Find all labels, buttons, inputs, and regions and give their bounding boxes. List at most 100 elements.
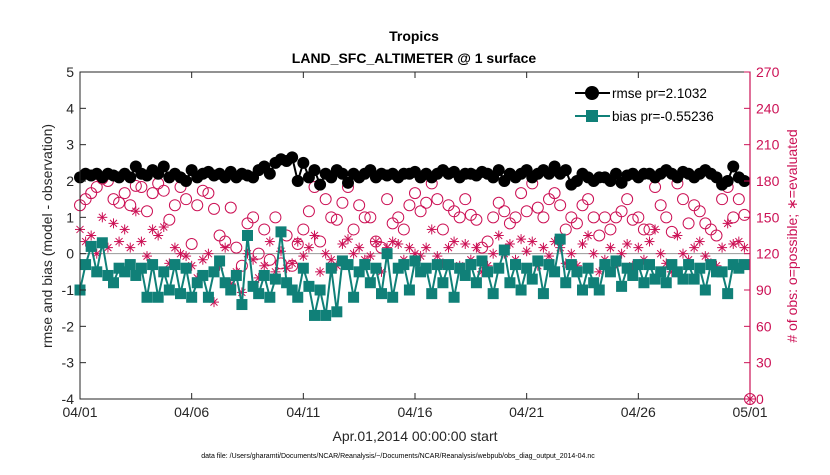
x-axis-ticks: 04/01 04/06 04/11 04/16 04/21 04/26 05/01 — [62, 72, 768, 420]
evaluated-obs-stroke — [740, 243, 749, 252]
possible-obs-point — [146, 187, 159, 200]
y-left-tick-label: -4 — [62, 391, 75, 407]
bias-point — [124, 259, 136, 271]
y-left-tick-label: -2 — [62, 318, 75, 334]
y-right-axis-ticks: 0 30 60 90 120 150 180 210 240 270 — [744, 64, 780, 407]
possible-obs-point — [196, 184, 209, 197]
possible-obs-point — [247, 211, 260, 224]
bias-point — [353, 266, 365, 278]
y-left-axis-label: rmse and bias (model - observation) — [39, 124, 55, 348]
rmse-point — [727, 160, 740, 173]
bias-point — [526, 273, 538, 285]
evaluated-obs-stroke — [344, 235, 352, 243]
possible-obs-point — [297, 223, 310, 236]
evaluated-obs-point — [292, 236, 303, 247]
evaluated-obs-stroke — [584, 231, 592, 240]
x-tick-label: 04/01 — [62, 404, 97, 420]
rmse-point — [721, 175, 734, 187]
possible-obs-point — [397, 223, 410, 236]
possible-obs-point — [414, 205, 427, 218]
evaluated-obs-stroke — [305, 243, 313, 252]
evaluated-obs-point — [370, 236, 381, 247]
bias-point — [119, 266, 131, 278]
bias-point — [705, 259, 717, 271]
bias-point — [616, 280, 628, 292]
evaluated-obs-point — [315, 266, 326, 277]
rmse-point — [157, 160, 170, 173]
bias-point — [230, 269, 242, 281]
possible-obs-point — [113, 196, 126, 209]
evaluated-obs-stroke — [355, 243, 364, 252]
possible-obs-point — [515, 187, 528, 200]
possible-obs-point — [364, 211, 377, 224]
bias-point — [415, 266, 427, 278]
y-left-tick-label: 2 — [66, 173, 74, 189]
evaluated-obs-point — [739, 242, 750, 253]
bias-point — [191, 277, 203, 289]
bias-point — [281, 277, 293, 289]
possible-obs-point — [269, 211, 282, 224]
bias-point — [381, 248, 393, 260]
bias-point — [677, 273, 689, 285]
evaluated-obs-point — [583, 230, 594, 241]
evaluated-obs-point — [415, 251, 426, 262]
rmse-point — [263, 167, 276, 180]
evaluated-obs-stroke — [104, 243, 112, 252]
possible-obs-point — [336, 196, 349, 209]
bias-point — [96, 237, 108, 249]
evaluated-obs-stroke — [606, 243, 615, 252]
evaluated-obs-point — [220, 242, 231, 253]
possible-obs-point — [163, 213, 176, 226]
bias-point — [588, 277, 600, 289]
evaluated-obs-stroke — [734, 237, 743, 246]
evaluated-obs-point — [136, 236, 147, 247]
evaluated-obs-point — [298, 251, 309, 262]
possible-obs-point — [141, 205, 153, 218]
evaluated-obs-point — [426, 224, 437, 235]
bias-point — [666, 259, 678, 271]
bias-point — [80, 259, 92, 271]
evaluated-obs-stroke — [327, 255, 336, 264]
bias-point — [487, 288, 499, 300]
evaluated-obs-stroke — [701, 252, 710, 260]
bias-point — [722, 288, 734, 300]
evaluated-obs-stroke — [171, 243, 179, 252]
bias-point — [91, 266, 103, 278]
x-tick-label: 04/06 — [174, 404, 209, 420]
evaluated-obs-stroke — [656, 249, 665, 258]
y-right-tick-label: 270 — [756, 64, 780, 80]
bias-point — [258, 269, 270, 281]
evaluated-obs-stroke — [433, 252, 442, 260]
evaluated-obs-stroke — [377, 267, 386, 276]
rmse-point — [124, 171, 137, 184]
evaluated-obs-point — [114, 236, 125, 247]
evaluated-obs-point — [153, 230, 164, 241]
bias-point — [370, 262, 382, 274]
possible-obs-point — [682, 217, 695, 230]
evaluated-obs-point — [281, 263, 292, 274]
bias-point — [470, 277, 482, 289]
evaluated-obs-point — [521, 246, 532, 257]
possible-obs-point — [492, 196, 505, 209]
possible-obs-point — [621, 193, 634, 206]
rmse-point — [336, 167, 349, 180]
evaluated-obs-point — [694, 236, 705, 247]
evaluated-obs-stroke — [567, 249, 576, 258]
bias-point — [448, 291, 460, 303]
bias-point — [465, 259, 477, 271]
bias-point — [141, 291, 153, 303]
evaluated-obs-stroke — [718, 243, 726, 252]
evaluated-obs-stroke — [366, 252, 375, 260]
possible-obs-point — [353, 199, 366, 212]
chart-subtitle: LAND_SFC_ALTIMETER @ 1 surface — [292, 50, 537, 66]
bias-point — [699, 284, 711, 296]
bias-point — [264, 291, 276, 303]
evaluated-obs-stroke — [182, 252, 190, 260]
possible-obs-point — [632, 211, 645, 224]
evaluated-obs-stroke — [126, 243, 135, 252]
possible-obs-point — [637, 223, 650, 236]
evaluated-obs-point — [449, 236, 460, 247]
rmse-series — [74, 151, 751, 191]
evaluated-obs-stroke — [159, 223, 168, 231]
